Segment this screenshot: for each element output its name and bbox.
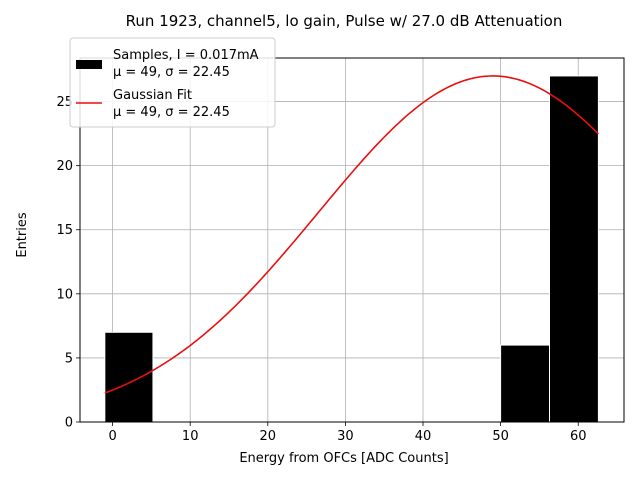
legend-samples-stats: μ = 49, σ = 22.45 bbox=[113, 65, 230, 80]
legend-box bbox=[69, 37, 276, 128]
x-tick-label-4: 40 bbox=[415, 429, 432, 444]
y-tick-label-0: 0 bbox=[65, 416, 73, 431]
axis-ticks: 0 10 20 30 40 50 60 0 5 10 15 20 25 bbox=[56, 95, 586, 444]
x-tick-label-6: 60 bbox=[570, 429, 587, 444]
y-tick-label-1: 5 bbox=[65, 351, 73, 366]
legend-samples-label: Samples, I = 0.017mA bbox=[113, 48, 259, 63]
y-tick-label-3: 15 bbox=[56, 223, 73, 238]
grid bbox=[80, 58, 624, 423]
chart-title: Run 1923, channel5, lo gain, Pulse w/ 27… bbox=[126, 12, 563, 30]
x-tick-label-1: 10 bbox=[182, 429, 199, 444]
x-tick-label-0: 0 bbox=[108, 429, 116, 444]
legend-samples-swatch bbox=[76, 60, 102, 69]
histogram-bars bbox=[104, 75, 599, 423]
y-axis-label: Entries bbox=[15, 212, 30, 258]
x-axis-label: Energy from OFCs [ADC Counts] bbox=[239, 451, 448, 466]
gaussian-fit bbox=[104, 75, 599, 394]
legend: Samples, I = 0.017mA μ = 49, σ = 22.45 G… bbox=[69, 37, 276, 128]
y-tick-label-5: 25 bbox=[56, 95, 73, 110]
gaussian-fit-line bbox=[104, 75, 599, 394]
histogram-bar-8 bbox=[500, 344, 551, 423]
legend-fit-stats: μ = 49, σ = 22.45 bbox=[113, 105, 230, 120]
plot-frame bbox=[79, 57, 625, 423]
x-tick-label-5: 50 bbox=[492, 429, 509, 444]
histogram-bar-9 bbox=[549, 75, 599, 423]
x-tick-label-2: 20 bbox=[260, 429, 277, 444]
histogram-bar-0 bbox=[104, 331, 154, 423]
legend-fit-label: Gaussian Fit bbox=[113, 88, 192, 103]
y-tick-label-4: 20 bbox=[56, 159, 73, 174]
x-tick-label-3: 30 bbox=[337, 429, 354, 444]
y-tick-label-2: 10 bbox=[56, 287, 73, 302]
